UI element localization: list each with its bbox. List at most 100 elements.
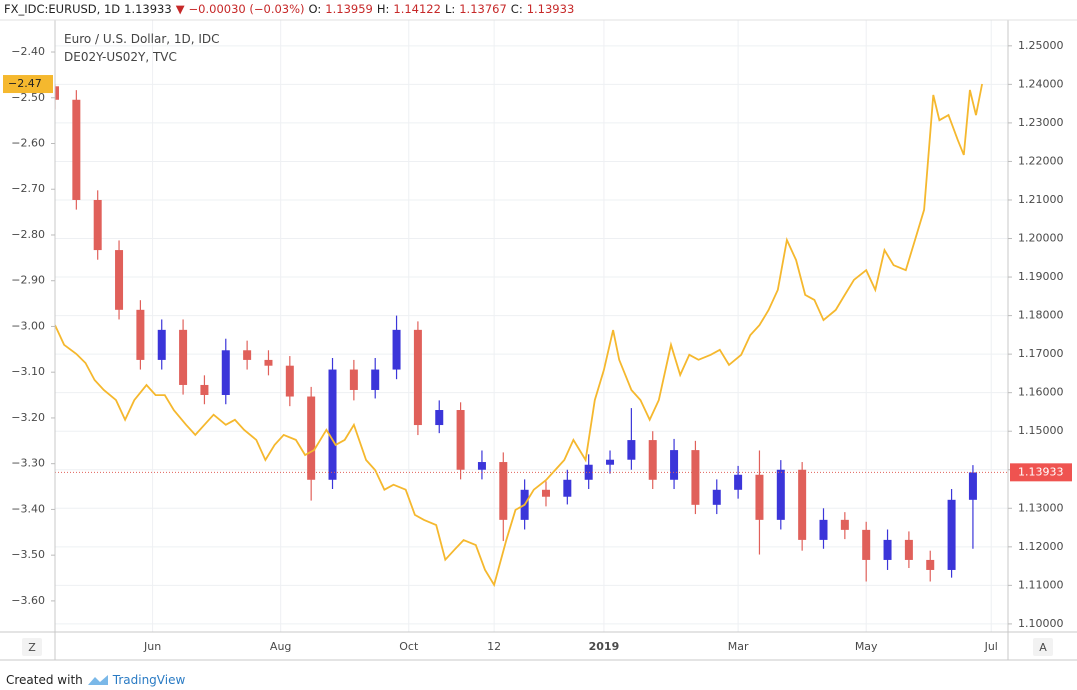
candle-body — [499, 462, 508, 520]
footer-brand[interactable]: TradingView — [112, 673, 186, 687]
y2-tick-label: 1.11000 — [1018, 578, 1064, 591]
candle-body — [179, 329, 188, 385]
candle-body — [883, 539, 892, 560]
candle-body — [72, 99, 81, 200]
x-tick-label: Mar — [728, 640, 749, 653]
legend-entry: Euro / U.S. Dollar, 1D, IDC — [64, 32, 220, 46]
last-price-label: 1.13933 — [1018, 465, 1064, 478]
y-tick-label: −3.40 — [11, 502, 45, 515]
plot-area — [55, 83, 1008, 588]
y-tick-label: −2.80 — [11, 228, 45, 241]
y2-tick-label: 1.18000 — [1018, 309, 1064, 322]
candle-body — [285, 365, 294, 397]
y2-tick-label: 1.19000 — [1018, 270, 1064, 283]
grid — [55, 20, 1008, 632]
last-value-label: −2.47 — [8, 77, 42, 90]
candle-body — [200, 384, 209, 395]
candle-body — [862, 529, 871, 560]
y-tick-label: −3.20 — [11, 411, 45, 424]
axes: Z A Jun Aug Oct 12 2019 Mar May Jul−2.40−2.50−2… — [0, 19, 1077, 661]
candle-body — [563, 479, 572, 497]
x-tick-label: 12 — [487, 640, 501, 653]
y-tick-label: −3.30 — [11, 457, 45, 470]
candle-body — [136, 309, 145, 360]
y-tick-label: −2.40 — [11, 45, 45, 58]
candle-body — [435, 410, 444, 426]
z-button-label[interactable]: Z — [28, 641, 36, 654]
candle-body — [584, 464, 593, 480]
y2-tick-label: 1.13000 — [1018, 501, 1064, 514]
y2-tick-label: 1.24000 — [1018, 77, 1064, 90]
footer: Created with TradingView — [6, 673, 185, 687]
candle-body — [798, 469, 807, 540]
y-tick-label: −2.60 — [11, 136, 45, 149]
x-tick-label: 2019 — [589, 640, 620, 653]
candle-body — [968, 472, 977, 500]
logo — [87, 675, 108, 685]
candle-body — [712, 489, 721, 505]
candle-body — [947, 499, 956, 570]
candle-body — [627, 440, 636, 460]
candle-body — [349, 369, 358, 390]
y-tick-label: −2.70 — [11, 182, 45, 195]
low: 1.13767 — [459, 2, 507, 16]
candle-body — [648, 440, 657, 480]
candle-body — [55, 86, 59, 100]
y2-tick-label: 1.16000 — [1018, 386, 1064, 399]
y2-tick-label: 1.21000 — [1018, 193, 1064, 206]
y-tick-label: −2.90 — [11, 274, 45, 287]
y2-tick-label: 1.20000 — [1018, 232, 1064, 245]
price: 1.13933 — [124, 2, 172, 16]
x-tick-label: Oct — [399, 640, 419, 653]
y-tick-label: −3.10 — [11, 365, 45, 378]
candle-body — [413, 329, 422, 426]
x-tick-label: Jun — [143, 640, 161, 653]
header: FX_IDC:EURUSD, 1D 1.13933 ▼ −0.00030 (−0… — [4, 2, 574, 16]
candle-body — [541, 489, 550, 497]
x-tick-label: Jul — [984, 640, 998, 653]
a-button[interactable] — [1033, 638, 1053, 656]
y2-tick-label: 1.25000 — [1018, 39, 1064, 52]
candle-body — [456, 410, 465, 470]
y2-tick-label: 1.23000 — [1018, 116, 1064, 129]
candle-body — [606, 459, 615, 465]
y-tick-label: −2.50 — [11, 91, 45, 104]
y2-tick-label: 1.22000 — [1018, 154, 1064, 167]
y2-tick-label: 1.15000 — [1018, 424, 1064, 437]
x-tick-label: Aug — [270, 640, 291, 653]
candle-body — [371, 369, 380, 390]
change: −0.00030 (−0.03%) — [188, 2, 305, 16]
close-label: C: — [510, 2, 523, 16]
change-arrow: ▼ — [175, 2, 185, 16]
y-tick-label: −3.50 — [11, 548, 45, 561]
candle-body — [392, 329, 401, 370]
last-price-box — [1010, 463, 1072, 482]
candle-body — [926, 559, 935, 570]
candle-body — [243, 350, 252, 360]
candle-body — [477, 462, 486, 470]
legend-entry: DE02Y-US02Y, TVC — [64, 50, 177, 64]
candle-body — [840, 519, 849, 530]
candle-body — [157, 329, 166, 360]
x-tick-label: May — [855, 640, 878, 653]
candle-body — [776, 469, 785, 520]
candle-body — [115, 250, 124, 310]
high-label: H: — [376, 2, 390, 16]
candle-body — [755, 474, 764, 520]
open: 1.13959 — [325, 2, 373, 16]
y-tick-label: −3.00 — [11, 319, 45, 332]
y2-tick-label: 1.17000 — [1018, 347, 1064, 360]
symbol: FX_IDC:EURUSD, 1D — [4, 2, 121, 16]
close: 1.13933 — [526, 2, 575, 16]
candle-body — [307, 396, 316, 480]
a-button-label[interactable]: A — [1039, 641, 1047, 654]
candle-body — [264, 359, 273, 366]
candle-body — [691, 450, 700, 505]
z-button[interactable] — [22, 638, 42, 656]
y-tick-label: −3.60 — [11, 594, 45, 607]
footer-text: Created with — [6, 673, 83, 687]
candle-body — [221, 350, 230, 395]
low-label: L: — [444, 2, 456, 16]
